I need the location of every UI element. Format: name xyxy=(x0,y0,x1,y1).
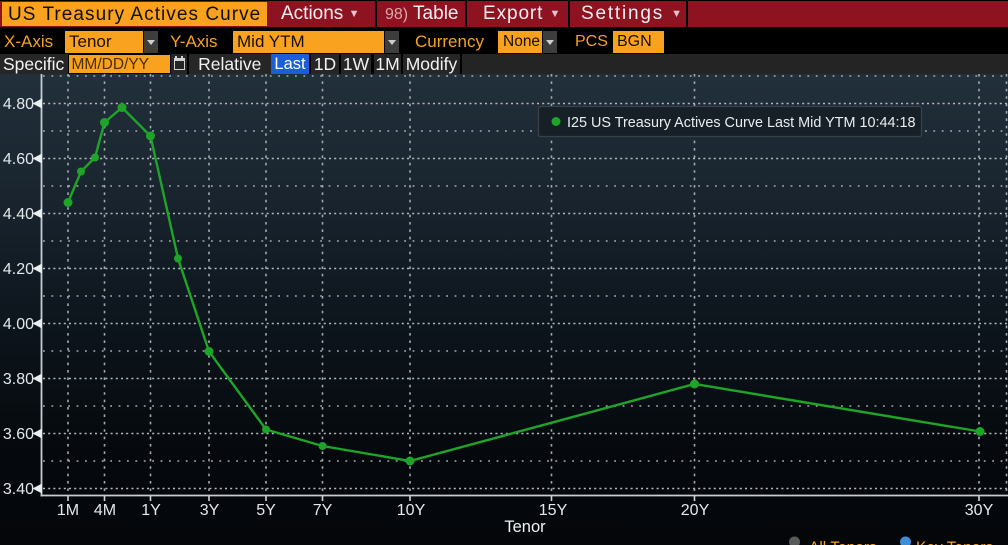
svg-text:I25 US Treasury Actives Curve: I25 US Treasury Actives Curve Last Mid Y… xyxy=(567,115,915,131)
svg-text:30Y: 30Y xyxy=(965,502,994,519)
svg-text:3.80: 3.80 xyxy=(3,371,34,388)
svg-text:20Y: 20Y xyxy=(681,502,710,519)
svg-text:7Y: 7Y xyxy=(313,502,333,519)
svg-text:4.80: 4.80 xyxy=(3,96,34,113)
svg-text:5Y: 5Y xyxy=(256,502,276,519)
svg-text:4.00: 4.00 xyxy=(3,316,34,333)
svg-text:1M: 1M xyxy=(57,502,79,519)
svg-text:4M: 4M xyxy=(94,502,116,519)
svg-text:All Tenors: All Tenors xyxy=(809,540,877,545)
svg-text:3.40: 3.40 xyxy=(3,481,34,498)
svg-text:Tenor: Tenor xyxy=(504,518,546,536)
svg-text:3Y: 3Y xyxy=(200,502,220,519)
svg-text:1Y: 1Y xyxy=(141,502,161,519)
svg-text:4.20: 4.20 xyxy=(3,261,34,278)
svg-text:10Y: 10Y xyxy=(397,502,426,519)
svg-text:4.40: 4.40 xyxy=(3,206,34,223)
svg-text:Key Tenors: Key Tenors xyxy=(916,540,994,545)
svg-text:15Y: 15Y xyxy=(539,502,568,519)
svg-text:4.60: 4.60 xyxy=(3,151,34,168)
svg-text:3.60: 3.60 xyxy=(3,426,34,443)
